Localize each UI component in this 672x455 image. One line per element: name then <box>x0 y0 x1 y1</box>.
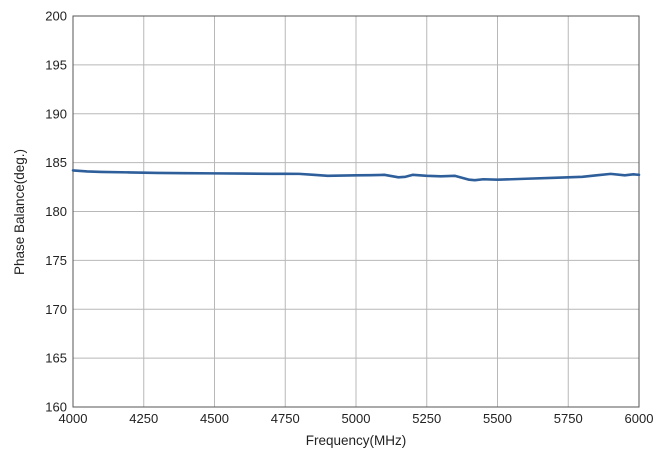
y-tick-label: 190 <box>45 106 67 121</box>
x-tick-label: 5250 <box>412 411 441 426</box>
x-tick-label: 5500 <box>483 411 512 426</box>
y-tick-label: 185 <box>45 155 67 170</box>
y-axis-title: Phase Balance(deg.) <box>12 149 27 275</box>
x-tick-label: 4250 <box>129 411 158 426</box>
x-tick-label: 4500 <box>200 411 229 426</box>
x-tick-label: 5000 <box>342 411 371 426</box>
series-layer <box>71 169 641 182</box>
x-tick-label: 4750 <box>271 411 300 426</box>
y-tick-label: 170 <box>45 302 67 317</box>
x-tick-labels: 4000 4250 4500 4750 5000 5250 5500 5750 6000 <box>59 411 654 426</box>
y-tick-label: 165 <box>45 351 67 366</box>
y-tick-label: 160 <box>45 400 67 415</box>
x-axis-title: Frequency(MHz) <box>306 433 407 448</box>
y-tick-label: 175 <box>45 253 67 268</box>
x-tick-label: 6000 <box>625 411 654 426</box>
y-tick-label: 195 <box>45 57 67 72</box>
y-tick-label: 180 <box>45 204 67 219</box>
phase-balance-line <box>71 169 641 182</box>
x-tick-label: 5750 <box>554 411 583 426</box>
x-tick-label: 4000 <box>59 411 88 426</box>
plot-frame <box>72 15 640 408</box>
grid-lines <box>73 16 639 407</box>
y-tick-labels: 160 165 170 175 180 185 190 195 200 <box>45 9 67 415</box>
y-tick-label: 200 <box>45 9 67 24</box>
